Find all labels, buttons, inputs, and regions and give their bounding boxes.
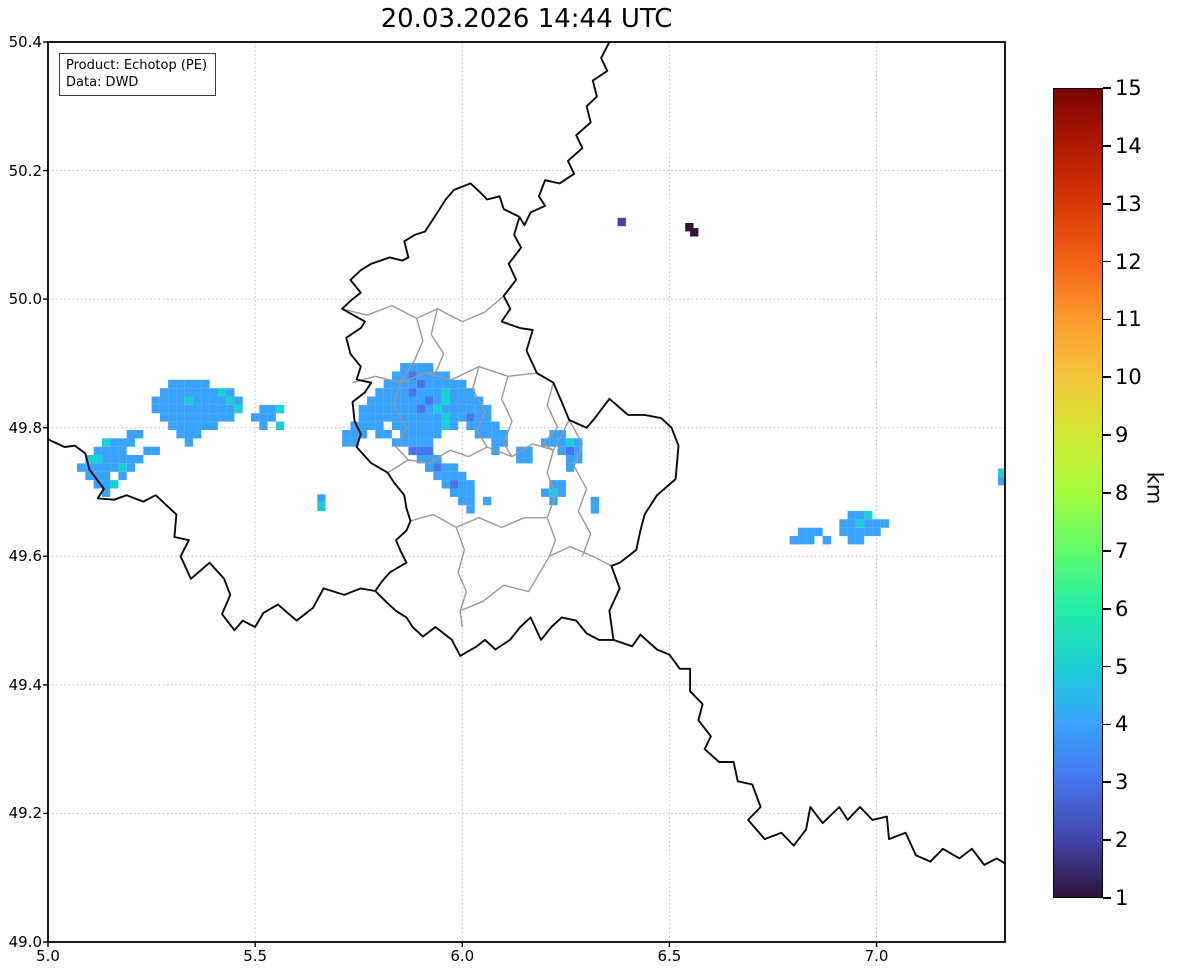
y-tick-label: 49.8 [8, 418, 42, 437]
colorbar-tick [1103, 202, 1111, 205]
y-tick-label: 50.4 [8, 33, 42, 51]
product-info-box: Product: Echotop (PE) Data: DWD [59, 53, 217, 97]
colorbar-tick-label: 7 [1115, 538, 1129, 563]
product-label: Product: Echotop (PE) [66, 58, 208, 73]
radar-echo-cells [77, 217, 1005, 545]
x-tick-label: 5.5 [243, 947, 268, 965]
colorbar-tick-label: 14 [1115, 133, 1142, 158]
colorbar-tick [1103, 781, 1111, 784]
y-tick-label: 50.2 [8, 161, 42, 180]
x-tick-label: 6.0 [450, 947, 475, 965]
colorbar-tick-label: 13 [1115, 191, 1142, 216]
colorbar-tick-label: 3 [1115, 770, 1129, 795]
colorbar-tick [1103, 723, 1111, 726]
colorbar-tick [1103, 434, 1111, 436]
colorbar-tick [1103, 665, 1111, 668]
axis-ticks [43, 41, 878, 947]
colorbar-tick-label: 10 [1115, 365, 1142, 390]
plot-content [48, 42, 1005, 942]
colorbar-tick-label: 1 [1115, 886, 1129, 910]
colorbar-tick [1103, 897, 1111, 899]
colorbar-tick [1103, 550, 1111, 552]
y-tick-label: 49.6 [8, 547, 42, 566]
colorbar-tick-label: 6 [1115, 596, 1129, 621]
colorbar-tick [1103, 318, 1111, 321]
colorbar-tick [1103, 376, 1111, 379]
colorbar-tick [1103, 260, 1111, 263]
district-borders [341, 295, 612, 628]
colorbar-tick [1103, 839, 1111, 841]
colorbar-tick [1103, 492, 1111, 494]
colorbar-tick-label: 4 [1115, 712, 1129, 737]
colorbar-tick [1103, 87, 1111, 89]
colorbar-tick-label: 2 [1115, 828, 1129, 853]
country-borders [48, 42, 1005, 866]
colorbar-unit-label: km [1142, 471, 1167, 505]
colorbar-tick-label: 11 [1115, 307, 1142, 332]
y-tick-label: 49.2 [8, 804, 42, 823]
colorbar-tick-label: 9 [1115, 423, 1129, 448]
y-tick-label: 49.0 [8, 933, 42, 951]
y-tick-label: 49.4 [8, 675, 42, 694]
colorbar-tick-label: 5 [1115, 654, 1129, 679]
y-tick-label: 50.0 [8, 290, 42, 309]
gridlines [48, 42, 1005, 942]
colorbar-tick [1103, 607, 1111, 610]
x-tick-label: 6.5 [657, 947, 682, 965]
colorbar-tick-label: 12 [1115, 249, 1142, 274]
figure-title: 20.03.2026 14:44 UTC [380, 4, 673, 34]
colorbar-tick [1103, 145, 1111, 147]
colorbar-gradient [1053, 88, 1103, 898]
data-source-label: Data: DWD [66, 75, 139, 91]
colorbar-tick-label: 8 [1115, 481, 1129, 505]
plot-frame [47, 41, 1006, 943]
x-tick-label: 7.0 [864, 947, 889, 965]
colorbar-tick-label: 15 [1115, 76, 1142, 100]
x-tick-label: 5.0 [36, 947, 60, 965]
